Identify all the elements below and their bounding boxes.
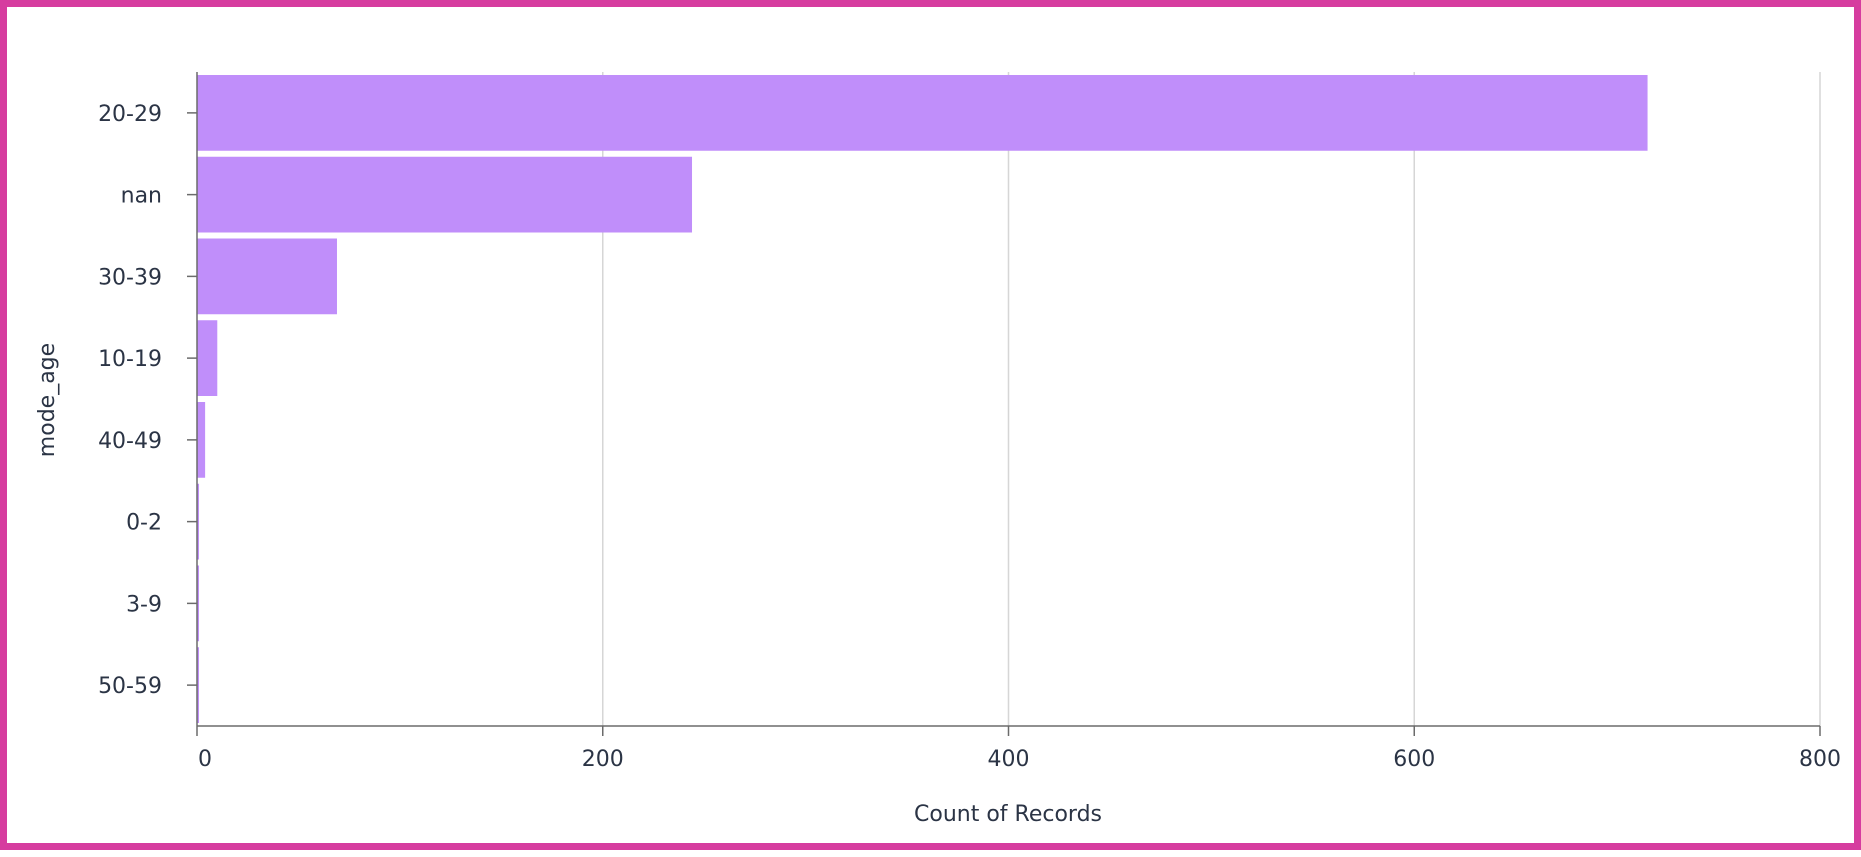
y-tick-label: 30-39 [98, 265, 162, 290]
y-tick-label: 0-2 [126, 511, 162, 536]
y-tick-label: 20-29 [98, 102, 162, 127]
y-tick-label: 50-59 [98, 674, 162, 699]
y-tick-label: 3-9 [126, 592, 162, 617]
x-tick-label: 800 [1799, 747, 1841, 772]
x-tick-label: 200 [582, 747, 624, 772]
x-tick-label: 0 [198, 747, 212, 772]
bar [197, 156, 693, 233]
bar [197, 238, 337, 315]
bar-chart: 0 200 400 600 800 20-29 nan 30-39 10-19 40-49 0-2 3… [35, 72, 1841, 827]
y-axis-title: mode_age [35, 343, 60, 457]
y-tick-label: nan [121, 184, 162, 209]
x-tick-label: 400 [988, 747, 1030, 772]
bar [197, 483, 200, 560]
axes: 0 200 400 600 800 20-29 nan 30-39 10-19 40-49 0-2 3… [98, 72, 1841, 772]
bar [197, 320, 218, 396]
bar [197, 75, 1648, 151]
bar [197, 647, 200, 723]
grid-lines [602, 72, 1821, 726]
bars [197, 75, 1648, 723]
x-axis-title: Count of Records [914, 802, 1102, 827]
x-tick-label: 600 [1393, 747, 1435, 772]
y-tick-label: 40-49 [98, 429, 162, 454]
y-tick-label: 10-19 [98, 347, 162, 372]
bar [197, 402, 206, 478]
bar [197, 565, 200, 642]
